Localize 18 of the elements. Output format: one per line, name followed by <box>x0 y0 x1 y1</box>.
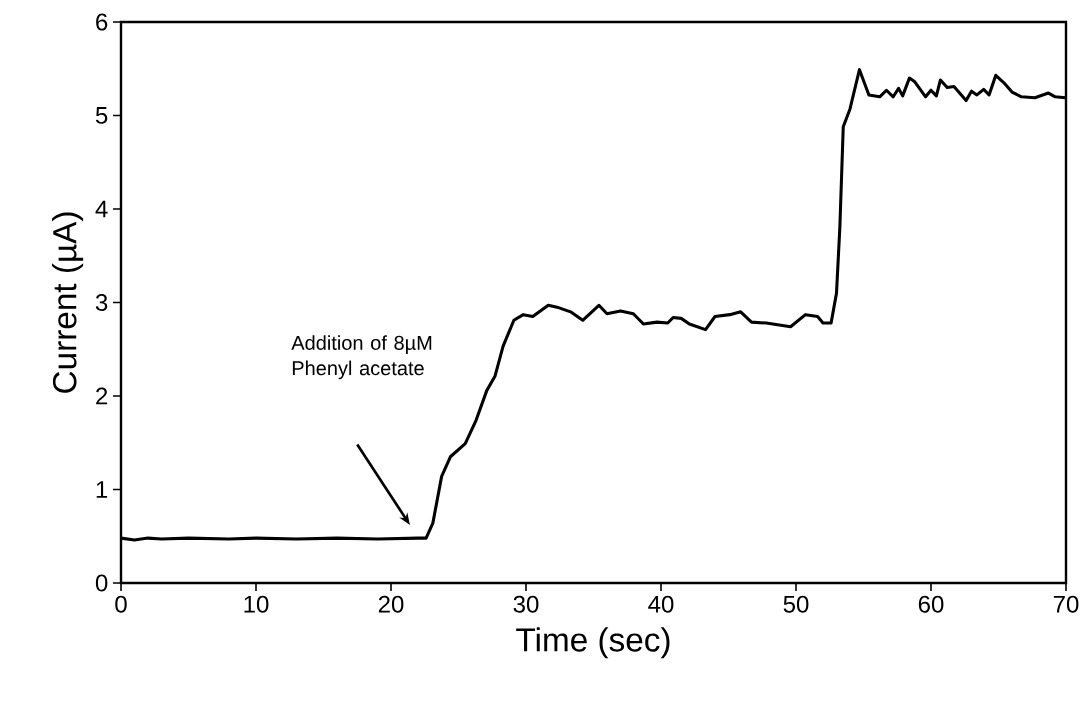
y-axis-title: Current (µA) <box>52 212 84 393</box>
y-tick-label: 3 <box>95 293 108 311</box>
x-tick-label: 30 <box>513 595 539 613</box>
y-tick-label: 1 <box>96 481 108 498</box>
annotation: Addition of 8µM Phenyl acetate <box>291 335 432 380</box>
x-tick-label: 10 <box>244 595 269 613</box>
x-tick-label: 50 <box>783 595 809 613</box>
y-tick-label: 5 <box>95 107 108 124</box>
x-tick-label: 70 <box>1053 595 1079 613</box>
y-tick-label: 0 <box>95 574 108 592</box>
y-tick-label: 2 <box>96 387 108 405</box>
x-tick-label: 60 <box>918 595 944 613</box>
x-tick-label: 40 <box>648 595 674 613</box>
x-tick-label: 20 <box>378 595 404 613</box>
y-tick-label: 6 <box>96 13 108 31</box>
x-tick-label: 0 <box>115 595 127 613</box>
y-tick-label: 4 <box>95 200 108 218</box>
x-axis-title: Time (sec) <box>516 627 670 659</box>
